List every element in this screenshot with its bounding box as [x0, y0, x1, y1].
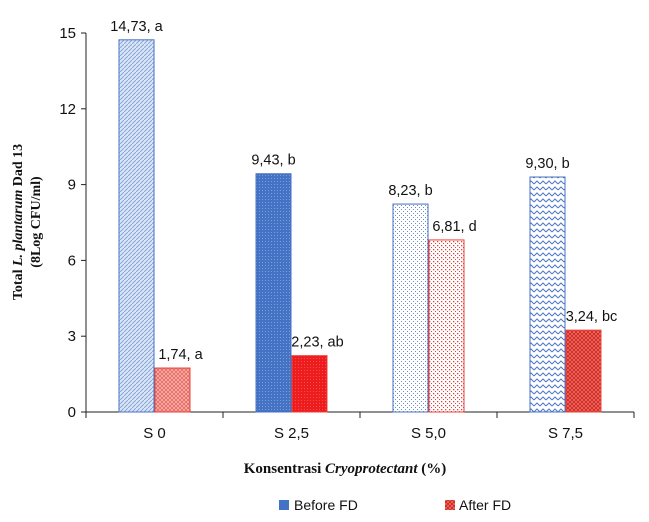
data-label: 8,23, b — [388, 183, 432, 199]
legend: Before FD After FD — [279, 497, 511, 513]
y-axis-title-line1: Total L. plantarum Dad 13 — [11, 144, 26, 300]
bar-after-fd — [291, 355, 328, 413]
x-tick-label: S 2,5 — [274, 425, 309, 442]
bar-after-fd — [428, 239, 465, 413]
y-axis-title-line1-italic: L. plantarum — [11, 190, 26, 267]
y-tick-label: 9 — [68, 177, 76, 194]
y-axis-title-line1-suffix: Dad 13 — [11, 144, 26, 190]
y-tick-label: 0 — [68, 404, 76, 421]
y-axis-title-line1-prefix: Total — [11, 266, 26, 300]
x-tick-label: S 5,0 — [411, 425, 446, 442]
data-label: 6,81, d — [432, 219, 476, 235]
legend-label-before-fd: Before FD — [294, 497, 358, 513]
y-tick-label: 12 — [59, 101, 76, 118]
legend-swatch-after-fd — [445, 500, 455, 510]
legend-swatch-before-fd — [279, 500, 289, 510]
data-label: 9,43, b — [251, 153, 295, 169]
data-label: 1,74, a — [158, 347, 203, 363]
y-tick-label: 6 — [68, 252, 76, 269]
bar-before-fd — [529, 176, 566, 413]
y-axis-title-line2: (8Log CFU/ml) — [29, 176, 44, 268]
bar-before-fd — [255, 173, 292, 413]
bar-after-fd — [154, 367, 191, 413]
data-label: 14,73, a — [110, 19, 163, 35]
x-axis-title-suffix: (%) — [418, 461, 447, 477]
data-label: 2,23, ab — [291, 335, 343, 351]
x-tick-label: S 0 — [143, 425, 166, 442]
data-label: 9,30, b — [525, 156, 569, 172]
y-tick-label: 15 — [59, 25, 76, 42]
data-label: 3,24, bc — [566, 309, 618, 325]
legend-label-after-fd: After FD — [459, 497, 511, 513]
x-axis-title-italic: Cryoprotectant — [325, 461, 418, 477]
bar-after-fd — [565, 329, 602, 413]
x-axis-title: Konsentrasi Cryoprotectant (%) — [244, 461, 447, 477]
y-tick-label: 3 — [68, 328, 76, 345]
x-tick-label: S 7,5 — [548, 425, 583, 442]
bar-before-fd — [118, 39, 155, 413]
y-axis-title: Total L. plantarum Dad 13 (8Log CFU/ml) — [11, 144, 44, 300]
x-axis-title-prefix: Konsentrasi — [244, 461, 325, 477]
bar-before-fd — [392, 203, 429, 413]
